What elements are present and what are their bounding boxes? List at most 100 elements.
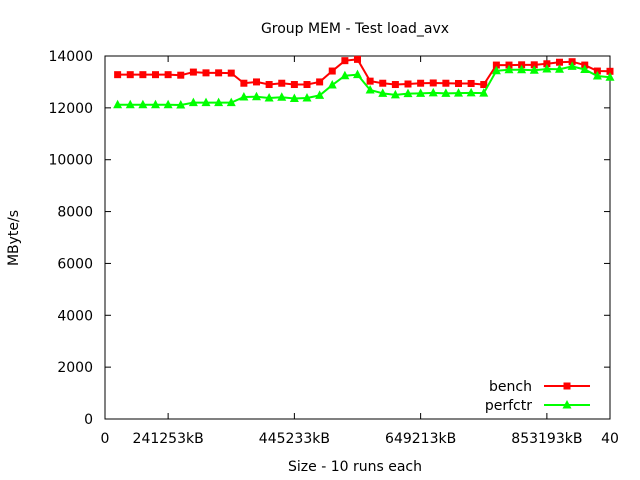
data-point-perfctr	[454, 88, 463, 97]
data-point-bench	[480, 81, 488, 89]
data-point-perfctr	[517, 64, 527, 74]
x-tick-label: 853193kB	[511, 431, 582, 447]
x-tick-label: 40	[601, 431, 619, 447]
data-point-bench	[227, 69, 235, 77]
data-point-perfctr	[264, 93, 274, 102]
data-point-bench	[316, 78, 324, 86]
data-point-perfctr	[327, 80, 337, 89]
data-point-perfctr	[416, 88, 426, 97]
data-point-perfctr	[353, 69, 362, 79]
data-point-perfctr	[176, 100, 186, 109]
data-point-perfctr	[302, 93, 312, 102]
data-point-perfctr	[479, 88, 489, 97]
y-axis-label: MByte/s	[6, 210, 22, 266]
data-point-bench	[391, 81, 399, 89]
series-perfctr	[113, 61, 615, 109]
data-point-bench	[303, 81, 311, 89]
data-point-perfctr	[289, 93, 299, 103]
data-point-bench	[139, 71, 147, 79]
data-point-bench	[404, 80, 412, 88]
y-axis: 0 2000 4000 6000 8000 10000 12000 14000	[48, 49, 610, 428]
data-point-perfctr	[201, 97, 211, 107]
data-point-bench	[152, 71, 159, 79]
series-line-perfctr	[117, 65, 611, 107]
data-point-perfctr	[365, 84, 375, 94]
series-layer	[113, 55, 615, 109]
data-point-bench	[189, 68, 197, 76]
data-point-bench	[290, 81, 298, 89]
y-tick-label: 8000	[57, 205, 93, 221]
data-point-perfctr	[529, 65, 539, 74]
data-point-perfctr	[239, 91, 249, 101]
data-point-bench	[543, 60, 551, 68]
x-tick-label: 649213kB	[385, 431, 456, 447]
data-point-perfctr	[340, 70, 350, 80]
y-tick-label: 4000	[57, 308, 93, 324]
data-point-perfctr	[163, 99, 173, 109]
data-point-perfctr	[151, 99, 160, 109]
data-point-bench	[265, 81, 273, 89]
data-point-bench	[177, 71, 185, 79]
data-point-bench	[530, 61, 538, 69]
data-point-perfctr	[252, 91, 261, 101]
legend: bench perfctr	[485, 379, 590, 414]
data-point-bench	[328, 67, 336, 75]
x-axis: 0 241253kB 445233kB 649213kB 853193kB 40	[101, 56, 619, 447]
data-point-bench	[253, 78, 260, 86]
y-tick-label: 2000	[57, 360, 93, 376]
data-point-perfctr	[441, 88, 451, 97]
data-point-bench	[417, 79, 425, 87]
data-point-bench	[455, 79, 462, 87]
legend-label-bench: bench	[489, 379, 532, 395]
data-point-perfctr	[214, 97, 224, 107]
legend-marker-perfctr	[562, 400, 572, 409]
data-point-perfctr	[504, 64, 514, 74]
x-tick-label: 241253kB	[133, 431, 204, 447]
y-tick-label: 0	[84, 412, 93, 428]
data-point-bench	[240, 79, 248, 87]
data-point-bench	[215, 69, 223, 77]
data-point-perfctr	[605, 72, 615, 81]
data-point-bench	[379, 79, 387, 87]
data-point-perfctr	[138, 99, 148, 109]
data-point-perfctr	[390, 89, 400, 99]
y-tick-label: 10000	[48, 153, 93, 169]
data-point-perfctr	[580, 64, 590, 73]
series-bench	[114, 55, 614, 89]
data-point-bench	[556, 58, 563, 66]
data-point-bench	[442, 79, 450, 87]
data-point-bench	[366, 77, 374, 85]
data-point-perfctr	[277, 92, 287, 101]
data-point-perfctr	[226, 97, 236, 107]
data-point-bench	[202, 69, 210, 77]
chart-title: Group MEM - Test load_avx	[261, 21, 449, 37]
plot-area-frame	[104, 55, 611, 420]
data-point-perfctr	[491, 65, 501, 75]
data-point-bench	[126, 71, 134, 79]
data-point-bench	[429, 79, 437, 87]
data-point-bench	[278, 79, 286, 87]
data-point-perfctr	[466, 87, 476, 97]
data-point-perfctr	[428, 87, 438, 97]
series-line-bench	[117, 58, 611, 86]
data-point-bench	[467, 79, 475, 87]
data-point-perfctr	[188, 97, 198, 107]
x-tick-label: 445233kB	[259, 431, 330, 447]
data-point-perfctr	[555, 64, 564, 73]
data-point-bench	[114, 71, 122, 79]
legend-label-perfctr: perfctr	[485, 398, 532, 414]
data-point-perfctr	[403, 88, 413, 98]
data-point-perfctr	[315, 90, 325, 99]
x-tick-label: 0	[101, 431, 110, 447]
data-point-bench	[164, 71, 172, 79]
y-tick-label: 14000	[48, 49, 93, 65]
y-tick-label: 6000	[57, 256, 93, 272]
data-point-perfctr	[378, 88, 388, 97]
data-point-perfctr	[567, 61, 577, 70]
data-point-perfctr	[125, 99, 135, 109]
data-point-perfctr	[592, 70, 602, 80]
data-point-bench	[492, 61, 500, 69]
data-point-perfctr	[542, 63, 552, 73]
y-tick-label: 12000	[48, 101, 93, 117]
